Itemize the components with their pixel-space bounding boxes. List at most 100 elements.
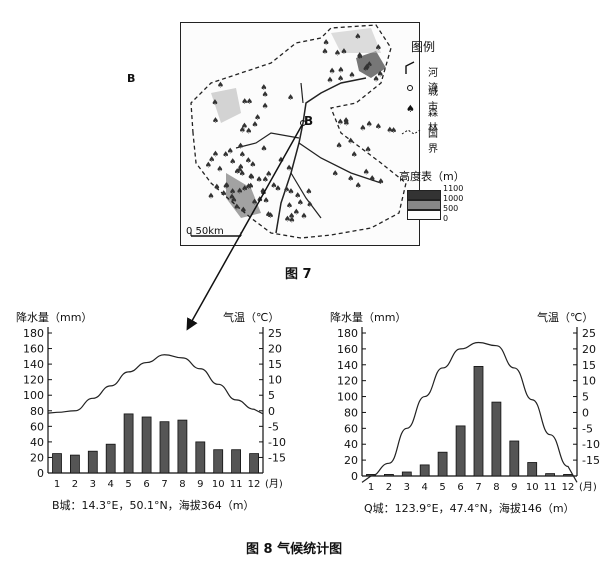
forest-tree-icon: ♠ [213, 182, 220, 191]
forest-tree-icon: ♠ [354, 32, 361, 41]
elevation-patch [211, 88, 241, 123]
temperature-axis-title: 气温（℃） [223, 310, 279, 324]
forest-tree-icon: ♠ [337, 118, 344, 127]
left-tick-label: 60 [30, 420, 44, 433]
right-tick-label: -10 [268, 436, 286, 449]
forest-tree-icon: ♠ [229, 157, 236, 166]
month-tick-label: 1 [54, 479, 60, 490]
forest-tree-icon: ♠ [270, 181, 277, 190]
legend-item-river: 河流 [428, 68, 438, 94]
elevation-title: 高度表（m） [399, 170, 465, 183]
scale-label: 0 50km [186, 226, 224, 237]
precipitation-bar [455, 425, 466, 477]
precipitation-bar [231, 449, 242, 474]
forest-tree-icon: ♠ [237, 162, 244, 171]
forest-tree-icon: ♠ [326, 76, 333, 85]
city-b-label: B [127, 72, 136, 85]
forest-tree-icon: ♠ [260, 144, 267, 153]
forest-tree-icon: ♠ [239, 150, 246, 159]
month-tick-label: 2 [72, 479, 78, 490]
legend-item-forest: 森林 [428, 108, 438, 134]
right-tick-label: 0 [582, 406, 589, 419]
left-tick-label: 100 [23, 389, 44, 402]
forest-tree-icon: ♠ [263, 196, 270, 205]
left-tick-label: 80 [344, 406, 358, 419]
forest-tree-icon: ♠ [343, 119, 350, 128]
precipitation-bar [123, 413, 134, 474]
month-tick-label: 9 [511, 482, 517, 493]
left-tick-label: 0 [37, 467, 44, 480]
forest-tree-icon: ♠ [337, 74, 344, 83]
forest-tree-icon: ♠ [343, 116, 350, 125]
forest-tree-icon: ♠ [223, 181, 230, 190]
forest-tree-icon: ♠ [239, 126, 246, 135]
forest-tree-icon: ♠ [233, 202, 240, 211]
figure8-caption: 图 8 气候统计图 [246, 542, 343, 557]
elevation-value: 1100 [443, 184, 464, 193]
forest-tree-icon: ♠ [265, 169, 272, 178]
month-tick-label: 7 [475, 482, 481, 493]
forest-tree-icon: ♠ [321, 47, 328, 56]
forest-tree-icon: ♠ [297, 198, 304, 207]
elevation-box-low [407, 210, 441, 220]
forest-tree-icon: ♠ [240, 206, 247, 215]
forest-tree-icon: ♠ [207, 192, 214, 201]
forest-tree-icon: ♠ [249, 160, 256, 169]
precipitation-bar [87, 450, 98, 474]
forest-tree-icon: ♠ [236, 166, 243, 175]
precipitation-bar [177, 419, 188, 474]
forest-tree-icon: ♠ [334, 49, 341, 58]
month-tick-label: 9 [197, 479, 203, 490]
forest-tree-icon: ♠ [245, 182, 252, 191]
precipitation-bar [383, 473, 394, 477]
map-figure: ♠ ♠ ♠ ♠ ♠ ♠ ♠ ♠ ♠ ♠ ♠ ♠ ♠ ♠ ♠ ♠ ♠ ♠ ♠ ♠ ♠ ♠ ♠ ♠ ♠ ♠ ♠ ♠ ♠ ♠ ♠ ♠ ♠ ♠ ♠ ♠ ♠ ♠ ♠ ♠… [180, 22, 420, 246]
forest-tree-icon: ♠ [246, 97, 253, 106]
temperature-curve [361, 341, 578, 483]
precipitation-bar [545, 473, 555, 477]
forest-tree-icon: ♠ [373, 75, 380, 84]
forest-tree-icon: ♠ [366, 60, 373, 69]
forest-tree-icon: ♠ [366, 120, 373, 129]
forest-tree-icon: ♠ [234, 167, 241, 176]
forest-tree-icon: ♠ [277, 156, 284, 165]
left-tick-label: 40 [344, 438, 358, 451]
river [298, 142, 382, 184]
right-tick-label: -15 [268, 451, 286, 464]
river [290, 172, 322, 219]
right-tick-label: 10 [582, 375, 596, 388]
month-tick-label: 12 [248, 479, 261, 490]
left-tick-label: 160 [337, 343, 358, 356]
left-tick-label: 0 [351, 470, 358, 483]
left-tick-label: 120 [337, 375, 358, 388]
right-tick-label: 20 [582, 343, 596, 356]
left-tick-label: 80 [30, 405, 44, 418]
temperature-curve [47, 354, 264, 415]
right-tick-label: -5 [268, 420, 279, 433]
river [275, 77, 367, 234]
forest-tree-icon: ♠ [337, 66, 344, 75]
forest-tree-icon: ♠ [347, 174, 354, 183]
precipitation-bar [491, 401, 502, 477]
forest-tree-icon: ♠ [220, 189, 227, 198]
forest-tree-icon: ♠ [294, 191, 301, 200]
precipitation-bar [52, 453, 62, 474]
forest-tree-icon: ♠ [251, 197, 258, 206]
left-tick-label: 180 [337, 327, 358, 340]
precipitation-axis-title: 降水量（mm） [16, 310, 92, 324]
right-tick-label: 20 [268, 343, 282, 356]
forest-tree-icon: ♠ [239, 169, 246, 178]
left-tick-label: 180 [23, 327, 44, 340]
forest-tree-icon: ♠ [351, 150, 358, 159]
city-icon [407, 85, 413, 91]
precipitation-bar [509, 440, 520, 477]
forest-tree-icon: ♠ [247, 182, 254, 191]
precipitation-bar [141, 416, 152, 474]
right-tick-label: 5 [582, 391, 589, 404]
left-tick-label: 40 [30, 436, 44, 449]
right-tick-label: 15 [582, 359, 596, 372]
month-unit-label: (月) [579, 481, 597, 493]
precipitation-bar [70, 454, 80, 474]
forest-tree-icon: ♠ [251, 120, 258, 129]
right-tick-label: -15 [582, 454, 600, 467]
right-tick-label: 25 [582, 327, 596, 340]
